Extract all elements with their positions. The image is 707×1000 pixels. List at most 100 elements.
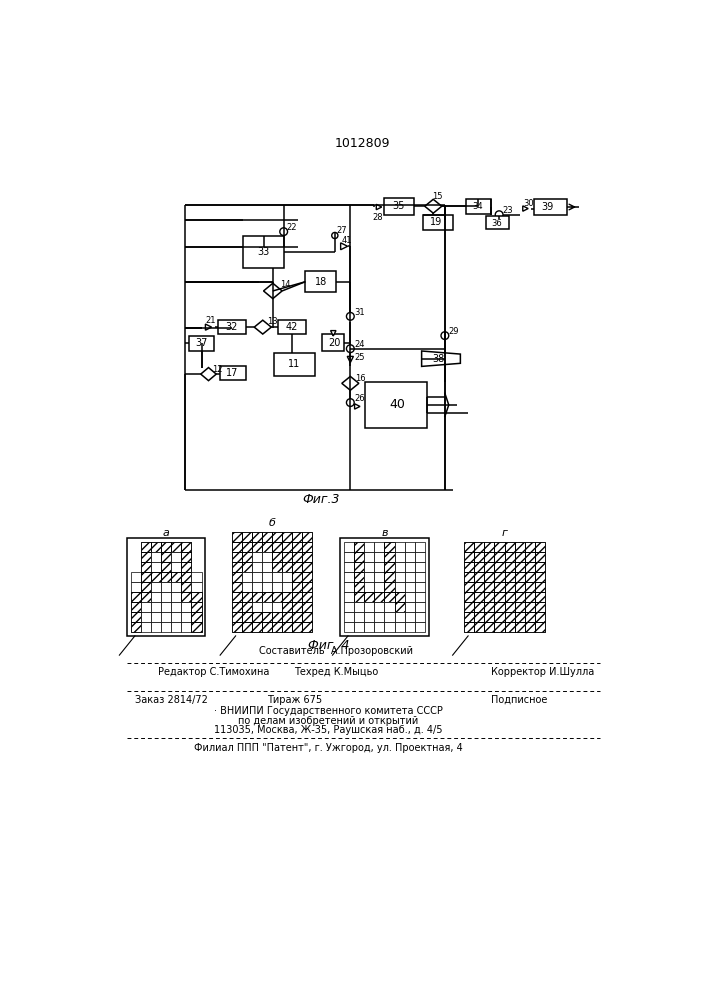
- Bar: [282, 592, 292, 602]
- Bar: [505, 602, 515, 612]
- Bar: [272, 622, 282, 632]
- Bar: [282, 532, 292, 542]
- Text: в: в: [381, 528, 387, 538]
- Bar: [220, 366, 247, 380]
- Bar: [131, 622, 141, 632]
- Bar: [232, 572, 242, 582]
- Bar: [282, 622, 292, 632]
- Bar: [292, 542, 303, 552]
- Bar: [161, 602, 171, 612]
- Bar: [242, 532, 252, 542]
- Bar: [242, 592, 252, 602]
- Bar: [385, 542, 395, 552]
- Text: 35: 35: [392, 201, 404, 211]
- Bar: [305, 271, 337, 292]
- Bar: [464, 572, 474, 582]
- Bar: [464, 602, 474, 612]
- Bar: [171, 542, 182, 552]
- Bar: [282, 552, 292, 562]
- Bar: [322, 334, 344, 351]
- Bar: [242, 562, 252, 572]
- Bar: [474, 602, 484, 612]
- Bar: [242, 622, 252, 632]
- Bar: [282, 542, 292, 552]
- Bar: [141, 602, 151, 612]
- Bar: [182, 562, 192, 572]
- Bar: [534, 572, 545, 582]
- Bar: [303, 612, 312, 622]
- Bar: [182, 552, 192, 562]
- Bar: [272, 572, 282, 582]
- Bar: [464, 612, 474, 622]
- Bar: [484, 602, 494, 612]
- Bar: [525, 552, 534, 562]
- Bar: [515, 572, 525, 582]
- Bar: [131, 602, 141, 612]
- Bar: [404, 552, 414, 562]
- Bar: [474, 572, 484, 582]
- Bar: [364, 592, 374, 602]
- Text: 32: 32: [226, 322, 238, 332]
- Text: 11: 11: [288, 359, 300, 369]
- Bar: [534, 582, 545, 592]
- Text: Фиг.3: Фиг.3: [302, 493, 339, 506]
- Bar: [505, 622, 515, 632]
- Bar: [161, 592, 171, 602]
- Bar: [414, 562, 425, 572]
- Bar: [474, 592, 484, 602]
- Bar: [364, 602, 374, 612]
- Bar: [303, 542, 312, 552]
- Bar: [292, 552, 303, 562]
- Bar: [292, 552, 303, 562]
- Text: Составитель  А.Прозоровский: Составитель А.Прозоровский: [259, 646, 414, 656]
- Bar: [354, 562, 364, 572]
- Bar: [303, 572, 312, 582]
- Bar: [141, 552, 151, 562]
- Text: Заказ 2814/72: Заказ 2814/72: [135, 695, 208, 705]
- Polygon shape: [341, 376, 359, 390]
- Bar: [242, 542, 252, 552]
- Bar: [464, 622, 474, 632]
- Bar: [303, 562, 312, 572]
- Bar: [292, 582, 303, 592]
- Bar: [192, 622, 201, 632]
- Bar: [505, 542, 515, 552]
- Bar: [525, 592, 534, 602]
- Bar: [141, 542, 151, 552]
- Text: 20: 20: [328, 338, 340, 348]
- Bar: [252, 532, 262, 542]
- Bar: [374, 612, 385, 622]
- Bar: [515, 622, 525, 632]
- Bar: [292, 602, 303, 612]
- Bar: [534, 592, 545, 602]
- Bar: [484, 542, 494, 552]
- Bar: [374, 552, 385, 562]
- Bar: [272, 552, 282, 562]
- Text: 23: 23: [502, 206, 513, 215]
- Bar: [151, 562, 161, 572]
- Bar: [151, 542, 161, 552]
- Bar: [171, 552, 182, 562]
- Text: 24: 24: [354, 340, 365, 349]
- Bar: [292, 532, 303, 542]
- Bar: [374, 592, 385, 602]
- Text: 41: 41: [341, 236, 352, 245]
- Bar: [364, 592, 374, 602]
- Bar: [262, 592, 272, 602]
- Bar: [474, 572, 484, 582]
- Bar: [534, 562, 545, 572]
- Bar: [484, 572, 494, 582]
- Bar: [252, 562, 262, 572]
- Bar: [484, 572, 494, 582]
- Bar: [151, 582, 161, 592]
- Bar: [252, 542, 262, 552]
- Bar: [494, 602, 505, 612]
- Bar: [242, 612, 252, 622]
- Bar: [262, 552, 272, 562]
- Bar: [272, 602, 282, 612]
- Bar: [303, 532, 312, 542]
- Bar: [292, 542, 303, 552]
- Bar: [171, 582, 182, 592]
- Bar: [515, 602, 525, 612]
- Bar: [395, 572, 404, 582]
